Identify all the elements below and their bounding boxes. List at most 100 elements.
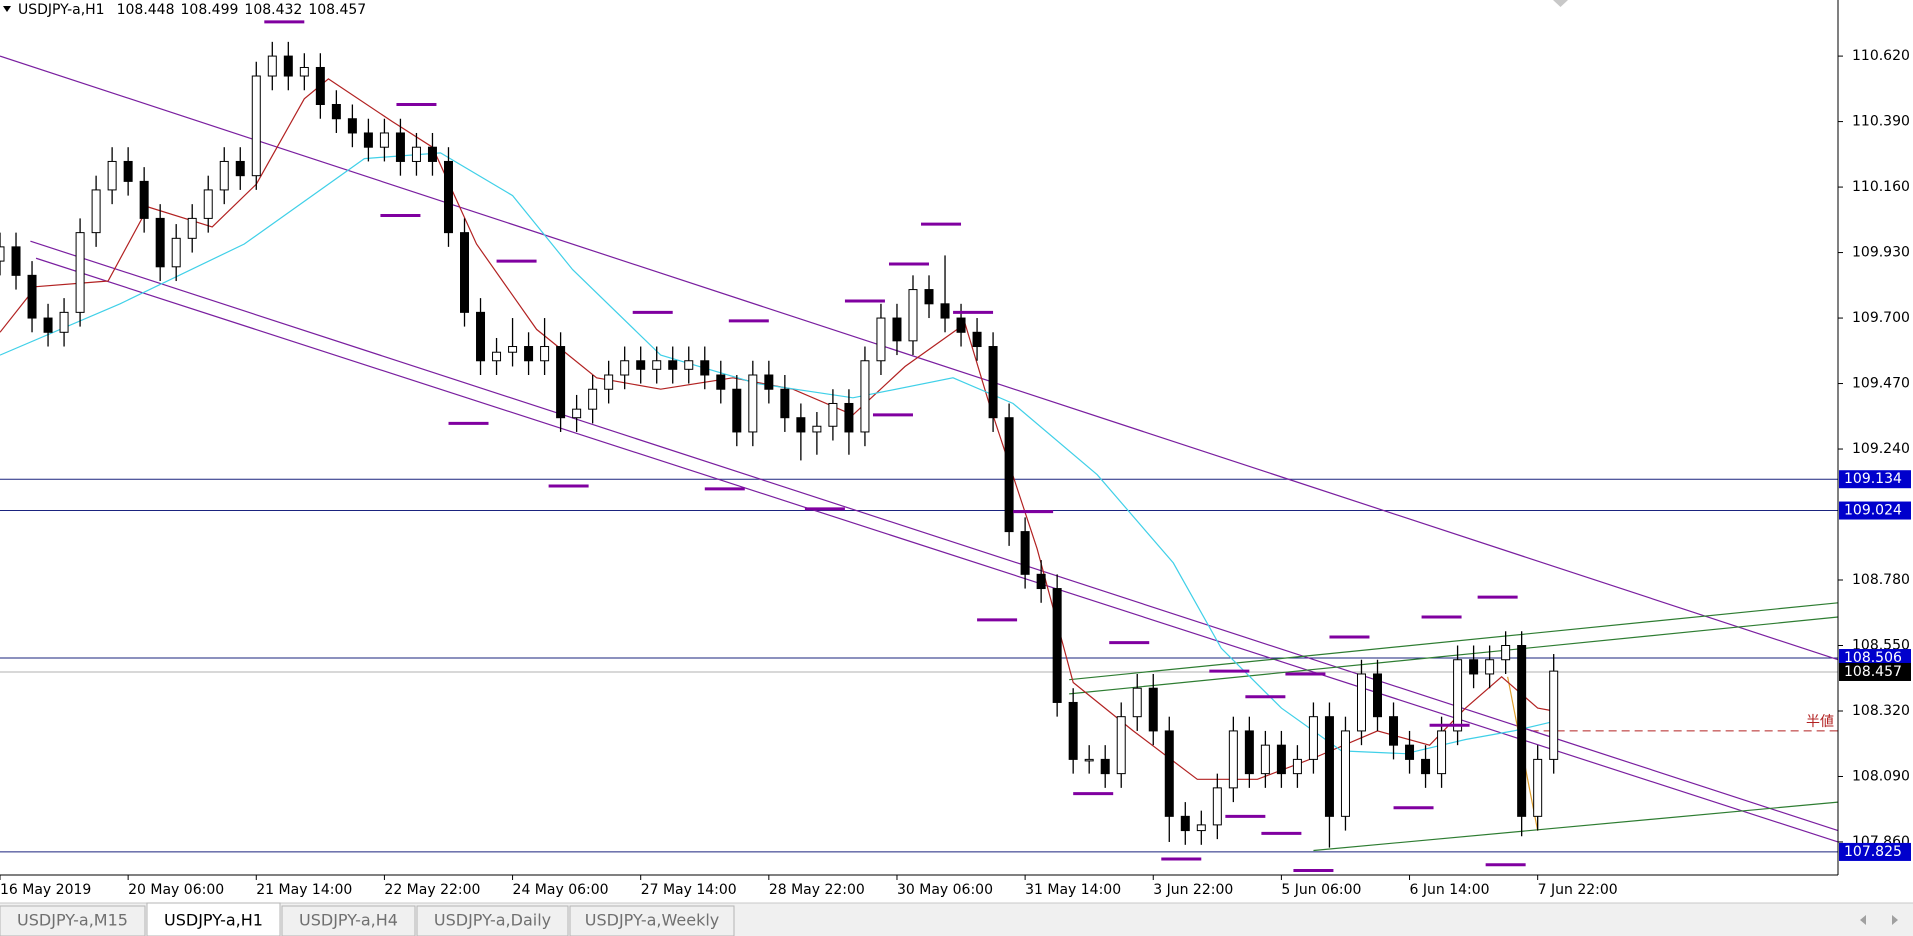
header-high: 108.499 (181, 2, 239, 18)
symbol: USDJPY-a,H1 (18, 2, 105, 18)
trend-line (30, 240, 1839, 832)
candle-body (27, 274, 37, 319)
candle-body (572, 408, 582, 419)
candle-body (828, 402, 838, 427)
moving-average (0, 78, 1554, 780)
candle-body (235, 160, 245, 177)
x-tick-label: 30 May 06:00 (897, 882, 993, 898)
candle-body (1100, 758, 1110, 775)
candle-body (492, 351, 502, 362)
candle-body (652, 360, 662, 370)
candle-body (1453, 659, 1463, 732)
candle-body (812, 425, 822, 433)
tab-label[interactable]: USDJPY-a,Daily (434, 911, 551, 930)
y-tick-label: 109.700 (1852, 310, 1910, 326)
half-line-label: 半値 (1806, 714, 1834, 730)
candle-body (187, 217, 197, 239)
candle-body (588, 388, 598, 410)
candle-body (331, 103, 341, 120)
y-tick-label: 110.160 (1852, 179, 1910, 195)
candle-body (203, 189, 213, 219)
candle-body (59, 311, 69, 333)
tabs: USDJPY-a,M15 USDJPY-a,H1 USDJPY-a,H4 USDJPY… (0, 902, 735, 936)
x-tick-label: 28 May 22:00 (769, 882, 865, 898)
candle-body (0, 246, 5, 262)
tab[interactable] (569, 905, 735, 936)
candle-body (395, 132, 405, 162)
candle-body (1228, 730, 1238, 789)
candle-body (1148, 687, 1158, 732)
candle-layer (0, 20, 1559, 872)
header-dropdown-icon[interactable] (3, 6, 11, 12)
candle-body (1260, 744, 1270, 775)
price-label-box (1839, 662, 1911, 681)
candle-body (908, 289, 918, 342)
price-label: 107.825 (1844, 844, 1902, 860)
tab[interactable] (0, 905, 146, 936)
candle-body (1324, 716, 1334, 817)
price-label: 109.134 (1844, 471, 1902, 487)
x-tick-label: 20 May 06:00 (128, 882, 224, 898)
candle-body (443, 160, 453, 234)
candle-body (1549, 670, 1559, 760)
tab-label[interactable]: USDJPY-a,H4 (299, 911, 398, 930)
header-close: 108.457 (308, 2, 366, 18)
candle-body (1276, 744, 1286, 775)
candle-body (11, 246, 21, 276)
candle-body (1485, 659, 1495, 675)
candle-body (1020, 531, 1030, 575)
scroll-right[interactable] (1892, 915, 1898, 925)
candle-body (1517, 645, 1527, 817)
candle-body (732, 388, 742, 433)
candle-body (764, 374, 774, 390)
y-tick-label: 109.470 (1852, 376, 1910, 392)
trend-line (0, 55, 1839, 661)
candle-body (1068, 701, 1078, 760)
candle-body (123, 160, 133, 182)
candle-body (684, 360, 694, 370)
y-tick-label: 109.240 (1852, 441, 1910, 457)
candle-body (508, 346, 518, 353)
price-label: 108.506 (1844, 650, 1902, 666)
x-tick-label: 21 May 14:00 (256, 882, 352, 898)
candle-body (780, 388, 790, 419)
x-tick-label: 31 May 14:00 (1025, 882, 1121, 898)
candle-body (540, 346, 550, 362)
candle-body (1004, 417, 1014, 533)
candle-body (892, 317, 902, 342)
tab[interactable] (416, 905, 569, 936)
tab[interactable] (281, 905, 416, 936)
candle-body (43, 317, 53, 333)
candle-body (347, 118, 357, 134)
candle-body (411, 146, 421, 162)
candle-body (1421, 758, 1431, 775)
candle-body (1437, 730, 1447, 775)
candle-body (1356, 673, 1366, 732)
y-tick-label: 110.620 (1852, 48, 1910, 64)
tab-label[interactable]: USDJPY-a,Weekly (585, 911, 720, 930)
trend-line (1069, 616, 1839, 695)
candle-body (1340, 730, 1350, 817)
candle-body (219, 160, 229, 191)
candle-body (620, 360, 630, 376)
tab-label[interactable]: USDJPY-a,H1 (164, 911, 263, 930)
price-label-box (1839, 649, 1911, 668)
candle-body (1164, 730, 1174, 817)
shift-marker (1553, 0, 1568, 7)
candle-body (171, 237, 181, 268)
header: USDJPY-a,H1 108.448 108.499 108.432 108.457 (18, 2, 366, 18)
label-layer: 110.620 110.390 110.160 109.930 109.700 109.4… (0, 48, 1911, 898)
price-label: 108.457 (1844, 664, 1902, 680)
tab[interactable] (146, 902, 281, 936)
price-label: 109.024 (1844, 503, 1902, 519)
tab-label[interactable]: USDJPY-a,M15 (17, 911, 128, 930)
scroll-left[interactable] (1860, 915, 1866, 925)
candle-body (1180, 815, 1190, 832)
price-label-box (1839, 470, 1911, 489)
candle-body (315, 66, 325, 105)
x-tick-label: 16 May 2019 (0, 882, 91, 898)
x-tick-label: 6 Jun 14:00 (1410, 882, 1490, 898)
